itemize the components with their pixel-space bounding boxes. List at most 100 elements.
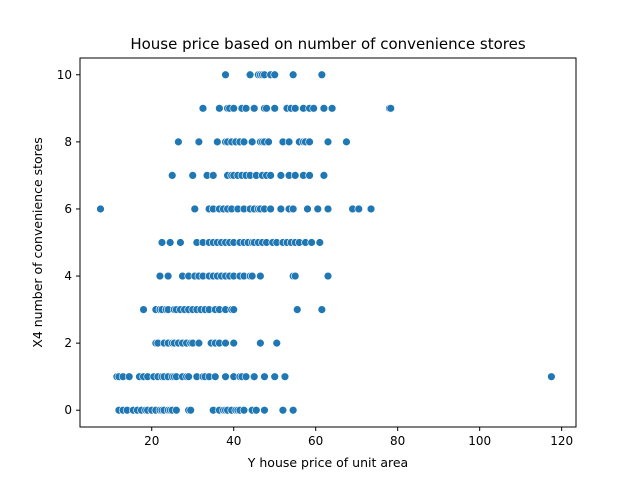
data-point [291, 171, 300, 180]
data-point [229, 305, 238, 314]
data-point [278, 406, 288, 415]
y-axis-label: X4 number of convenience stores [30, 137, 45, 347]
data-point [247, 271, 257, 281]
data-point [194, 338, 204, 348]
data-point [317, 305, 327, 314]
data-point [165, 238, 175, 247]
data-point [215, 104, 224, 113]
data-point [157, 238, 167, 247]
y-tick-label: 2 [64, 336, 72, 350]
data-point [272, 338, 281, 348]
data-point [291, 104, 300, 113]
x-tick-label: 20 [144, 434, 159, 448]
x-tick-label: 60 [308, 434, 323, 448]
data-point [188, 171, 197, 180]
data-point [319, 104, 329, 113]
data-point [221, 338, 230, 348]
plot-area [80, 58, 576, 427]
x-tick-label: 120 [550, 434, 573, 448]
data-point [366, 204, 376, 214]
data-point [250, 372, 259, 381]
data-point [184, 372, 193, 381]
y-axis-ticks: 0 2 4 6 8 10 [57, 68, 80, 417]
x-tick-label: 40 [226, 434, 241, 448]
data-point [293, 305, 302, 314]
y-tick-label: 0 [64, 403, 72, 417]
x-tick-label: 100 [468, 434, 491, 448]
data-point [270, 372, 279, 381]
data-point [288, 406, 298, 415]
data-point [547, 372, 556, 381]
data-point [291, 271, 300, 281]
y-tick-label: 10 [57, 68, 72, 82]
chart-title: House price based on number of convenien… [130, 35, 526, 53]
data-point [319, 171, 329, 180]
data-point [194, 137, 204, 147]
data-point [229, 338, 238, 348]
data-point [315, 238, 325, 247]
data-point [168, 171, 177, 180]
data-point [262, 104, 271, 113]
data-point [241, 372, 251, 381]
data-point [139, 305, 148, 314]
data-point [124, 372, 134, 381]
data-point [307, 238, 316, 247]
data-point [270, 104, 279, 113]
data-point [284, 137, 294, 147]
data-point [252, 406, 261, 415]
y-tick-label: 4 [64, 269, 72, 283]
data-point [213, 137, 222, 147]
data-point [260, 372, 269, 381]
data-point [266, 171, 275, 180]
data-point [247, 137, 257, 147]
data-point [209, 171, 218, 180]
data-point [342, 137, 351, 147]
data-point [323, 137, 333, 147]
data-point [260, 406, 269, 415]
data-point [288, 70, 298, 79]
data-point [270, 70, 279, 79]
data-point [176, 238, 185, 247]
data-point [354, 204, 363, 214]
x-tick-label: 80 [390, 434, 405, 448]
plot-frame [79, 57, 577, 428]
data-point [229, 104, 238, 113]
data-point [239, 137, 249, 147]
data-point [305, 171, 314, 180]
data-point [288, 204, 298, 214]
data-point [386, 104, 395, 113]
data-point [239, 406, 249, 415]
data-point [211, 372, 220, 381]
data-point [264, 137, 273, 147]
data-point [323, 204, 333, 214]
data-point [96, 204, 105, 214]
data-point [276, 171, 286, 180]
data-point [276, 204, 286, 214]
data-point [303, 204, 312, 214]
data-point [323, 271, 333, 281]
data-point [221, 372, 230, 381]
data-point [313, 204, 322, 214]
data-point [256, 271, 265, 281]
data-point [256, 338, 265, 348]
data-point [280, 372, 290, 381]
data-point [172, 406, 181, 415]
data-point [327, 104, 337, 113]
data-point [190, 204, 199, 214]
data-point [186, 406, 195, 415]
data-points [96, 70, 556, 415]
data-point [250, 104, 259, 113]
x-axis-label: Y house price of unit area [247, 455, 408, 470]
data-point [198, 104, 208, 113]
data-point [245, 70, 255, 79]
data-point [163, 271, 173, 281]
data-point [309, 104, 318, 113]
y-tick-label: 6 [64, 202, 72, 216]
data-point [241, 104, 251, 113]
data-point [266, 204, 275, 214]
data-point [155, 271, 165, 281]
data-point [174, 137, 183, 147]
data-point [305, 137, 314, 147]
